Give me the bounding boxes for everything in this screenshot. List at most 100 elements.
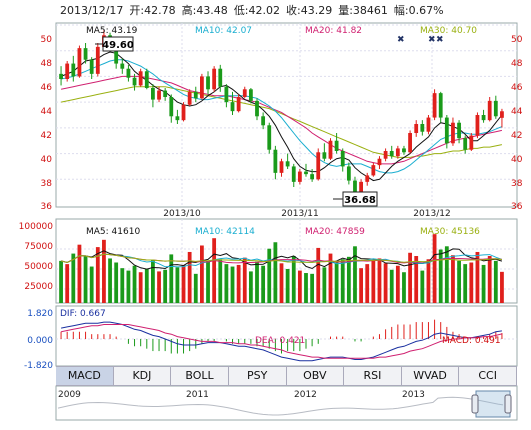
candle-body: [469, 135, 474, 150]
volume-bar: [310, 273, 315, 303]
volume-bar: [138, 272, 143, 303]
tab-wvad[interactable]: WVAD: [401, 367, 460, 385]
tab-psy[interactable]: PSY: [228, 367, 287, 385]
volume-bar: [242, 257, 247, 303]
y-tick-left-48: 48: [41, 59, 53, 69]
volume-bar: [444, 246, 449, 303]
candle-body: [230, 102, 235, 112]
candle-body: [126, 68, 131, 78]
volume-bar: [187, 251, 192, 303]
candle-body: [175, 116, 180, 121]
legend-ma10: MA10: 42.07: [195, 26, 252, 36]
candle-body: [279, 161, 284, 173]
quote-header: 2013/12/17 开:42.78 高:43.48 低:42.02 收:43.29 量:…: [60, 2, 450, 18]
overview-left-handle[interactable]: [471, 394, 479, 414]
volume-bar: [316, 247, 321, 303]
candle-body: [500, 111, 504, 118]
volume-bar: [469, 262, 474, 303]
overview-selected-range: [475, 390, 511, 418]
volume-bar: [169, 254, 174, 303]
y-tick-right-38: 38: [511, 179, 523, 189]
candle-body: [304, 171, 308, 175]
volume-bar: [199, 245, 204, 303]
volume-bar: [83, 256, 88, 303]
volume-bar: [414, 256, 419, 303]
candle-body: [193, 91, 198, 99]
tab-obv[interactable]: OBV: [286, 367, 345, 385]
volume-bar: [334, 262, 339, 303]
volume-bar: [279, 263, 284, 303]
overview-right-handle[interactable]: [504, 394, 512, 414]
macd-series: [60, 319, 503, 362]
macd-tick-zero: 0.000: [27, 336, 53, 346]
macd-legend-macd: MACD: 0.491: [442, 336, 501, 346]
tab-boll[interactable]: BOLL: [171, 367, 229, 385]
volume-ma-legend: MA5: 41610 MA10: 42114 MA20: 47859 MA30:…: [86, 227, 480, 237]
candle-body: [187, 91, 192, 105]
candle-body: [89, 59, 94, 74]
event-markers[interactable]: ✖ ✖ ✖: [397, 35, 444, 45]
volume-bar: [230, 266, 235, 303]
y-tick-right-36: 36: [511, 202, 523, 212]
y-tick-right-42: 42: [511, 131, 522, 141]
candle-body: [157, 90, 161, 100]
y-tick-left-38: 38: [41, 179, 53, 189]
x-tick-2013-10: 2013/10: [163, 209, 201, 219]
vol-legend-ma5: MA5: 41610: [86, 227, 140, 237]
volume-bar: [402, 272, 406, 303]
min-price-callout: 36.68: [333, 191, 378, 207]
candle-body: [236, 97, 241, 112]
volume-bar: [132, 265, 137, 303]
candle-body: [328, 140, 333, 159]
volume-bar: [71, 253, 76, 303]
candle-body: [248, 89, 253, 101]
event-marker-3: ✖: [436, 35, 444, 45]
overview-year-2009: 2009: [58, 390, 81, 400]
vol-tick-25000: 25000: [24, 282, 53, 292]
legend-ma20: MA20: 41.82: [305, 26, 362, 36]
candle-body: [224, 86, 229, 103]
tab-macd[interactable]: MACD: [56, 367, 114, 385]
macd-y-axis: 1.820 0.000 -1.820: [24, 309, 53, 371]
moving-average-lines: [60, 51, 503, 182]
volume-bar: [457, 260, 461, 303]
tab-cci[interactable]: CCI: [459, 367, 517, 385]
candle-body: [255, 100, 259, 117]
candle-body: [487, 100, 492, 121]
volume-bar: [193, 273, 198, 303]
candle-body: [426, 117, 431, 132]
candle-body: [310, 174, 315, 180]
volume-bar: [285, 268, 290, 303]
candle-body: [475, 115, 480, 136]
macd-tick-pos: 1.820: [27, 309, 53, 319]
overview-range-selector[interactable]: [471, 390, 512, 418]
candle-body: [402, 148, 406, 153]
candle-body: [340, 151, 345, 167]
price-ma10-line: [60, 59, 503, 174]
y-tick-left-36: 36: [41, 202, 53, 212]
volume-bar: [163, 269, 168, 303]
tab-rsi[interactable]: RSI: [344, 367, 402, 385]
volume-bar: [463, 264, 468, 303]
volume-bar: [59, 260, 63, 303]
candle-body: [395, 148, 400, 157]
volume-bar: [273, 242, 278, 303]
volume-bar: [291, 256, 296, 303]
candle-body: [261, 116, 266, 126]
volume-bar: [500, 271, 504, 303]
volume-bar: [151, 260, 155, 303]
volume-bar: [108, 258, 112, 303]
candle-body: [132, 77, 137, 86]
candle-body: [334, 140, 339, 151]
candle-body: [181, 104, 186, 121]
volume-bar: [89, 266, 94, 303]
volume-bar: [493, 260, 498, 303]
tab-kdj[interactable]: KDJ: [113, 367, 172, 385]
candle-body: [291, 166, 296, 182]
quote-open: 开:42.78: [129, 4, 176, 17]
volume-bar: [395, 265, 400, 303]
volume-bar: [340, 259, 345, 303]
volume-bar: [389, 269, 394, 303]
volume-bar: [408, 252, 412, 303]
